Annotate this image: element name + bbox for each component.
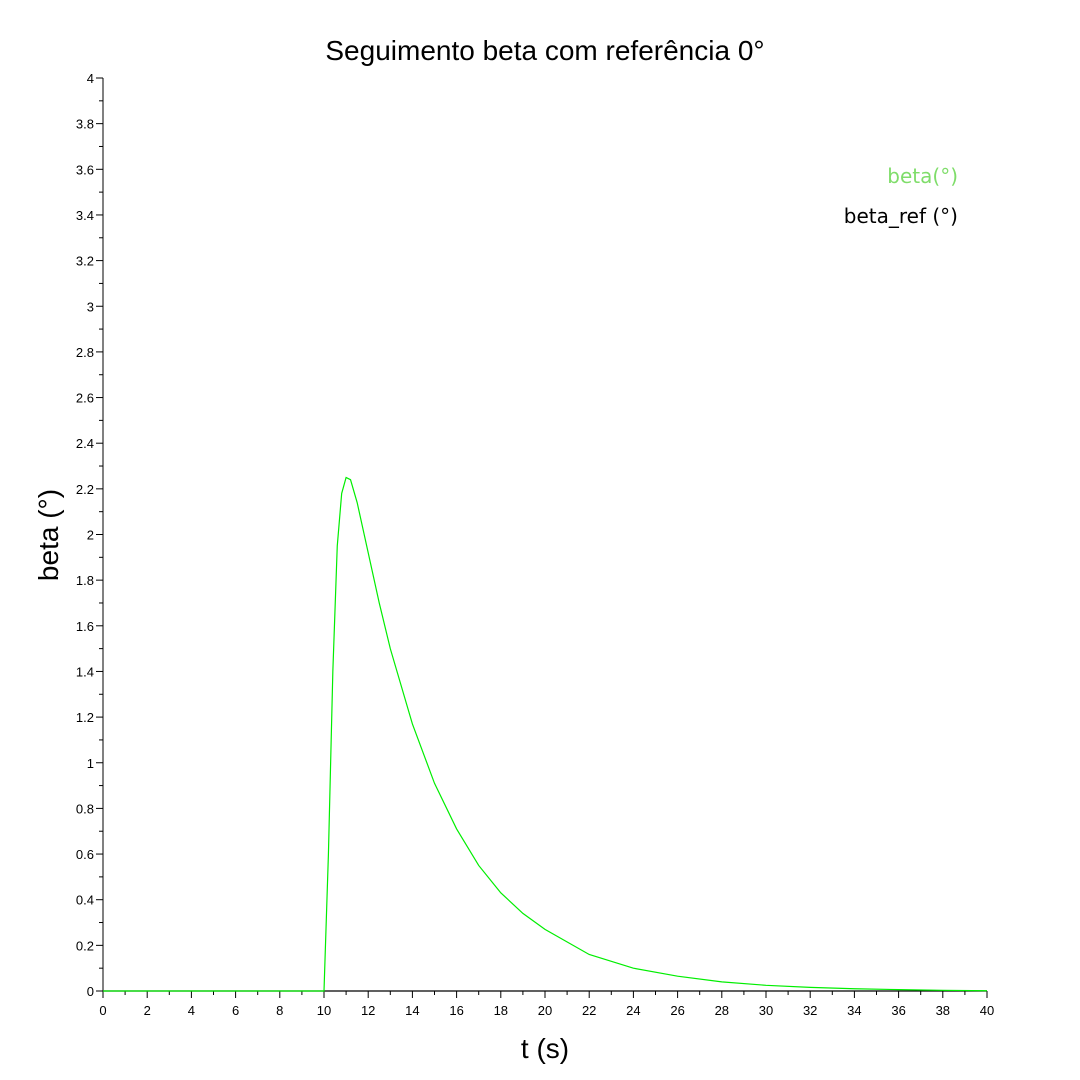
- y-tick-label: 2.8: [76, 345, 94, 360]
- y-tick-label: 1: [87, 756, 94, 771]
- y-tick-label: 3.4: [76, 208, 94, 223]
- x-tick-label: 32: [803, 1003, 817, 1018]
- y-tick-label: 1.2: [76, 710, 94, 725]
- x-tick-label: 30: [759, 1003, 773, 1018]
- x-tick-label: 24: [626, 1003, 640, 1018]
- y-tick-label: 1.6: [76, 619, 94, 634]
- y-tick-label: 2.2: [76, 482, 94, 497]
- y-tick-label: 2.4: [76, 436, 94, 451]
- x-tick-label: 28: [715, 1003, 729, 1018]
- x-tick-label: 26: [670, 1003, 684, 1018]
- x-tick-label: 8: [276, 1003, 283, 1018]
- x-tick-label: 38: [936, 1003, 950, 1018]
- y-tick-label: 2: [87, 528, 94, 543]
- legend: beta(°) beta_ref (°): [844, 164, 958, 228]
- y-tick-label: 0.8: [76, 801, 94, 816]
- x-axis-label: t (s): [521, 1033, 569, 1064]
- chart-title: Seguimento beta com referência 0°: [325, 35, 764, 66]
- x-tick-label: 34: [847, 1003, 861, 1018]
- y-tick-label: 0.2: [76, 938, 94, 953]
- y-tick-label: 3.8: [76, 117, 94, 132]
- x-tick-label: 2: [144, 1003, 151, 1018]
- x-tick-label: 18: [494, 1003, 508, 1018]
- x-tick-label: 20: [538, 1003, 552, 1018]
- y-tick-label: 1.4: [76, 664, 94, 679]
- x-tick-label: 6: [232, 1003, 239, 1018]
- y-tick-label: 1.8: [76, 573, 94, 588]
- series-group: [103, 476, 988, 992]
- x-tick-label: 22: [582, 1003, 596, 1018]
- x-ticks: 0 2 4 6 8 10 12 14 16 18 20 22 24 26 28 30 32 34 36 38 40: [99, 991, 994, 1018]
- y-tick-label: 3: [87, 299, 94, 314]
- x-tick-label: 16: [449, 1003, 463, 1018]
- y-tick-label: 3.6: [76, 162, 94, 177]
- x-tick-label: 4: [188, 1003, 195, 1018]
- y-tick-label: 0.6: [76, 847, 94, 862]
- series-line-beta: [103, 476, 988, 992]
- y-tick-label: 0: [87, 984, 94, 999]
- x-tick-label: 40: [980, 1003, 994, 1018]
- y-ticks: 0 0.2 0.4 0.6 0.8 1 1.2 1.4 1.6 1.8 2 2.2 2.4 2.6 2.8 3…: [76, 71, 103, 999]
- y-tick-label: 4: [87, 71, 94, 86]
- y-tick-label: 0.4: [76, 893, 94, 908]
- legend-entry: beta_ref (°): [844, 204, 958, 228]
- x-tick-label: 10: [317, 1003, 331, 1018]
- legend-entry: beta(°): [887, 164, 958, 188]
- y-tick-label: 2.6: [76, 391, 94, 406]
- x-tick-label: 36: [891, 1003, 905, 1018]
- y-tick-label: 3.2: [76, 254, 94, 269]
- x-tick-label: 0: [99, 1003, 106, 1018]
- y-axis-label: beta (°): [33, 489, 64, 581]
- x-tick-label: 12: [361, 1003, 375, 1018]
- x-tick-label: 14: [405, 1003, 419, 1018]
